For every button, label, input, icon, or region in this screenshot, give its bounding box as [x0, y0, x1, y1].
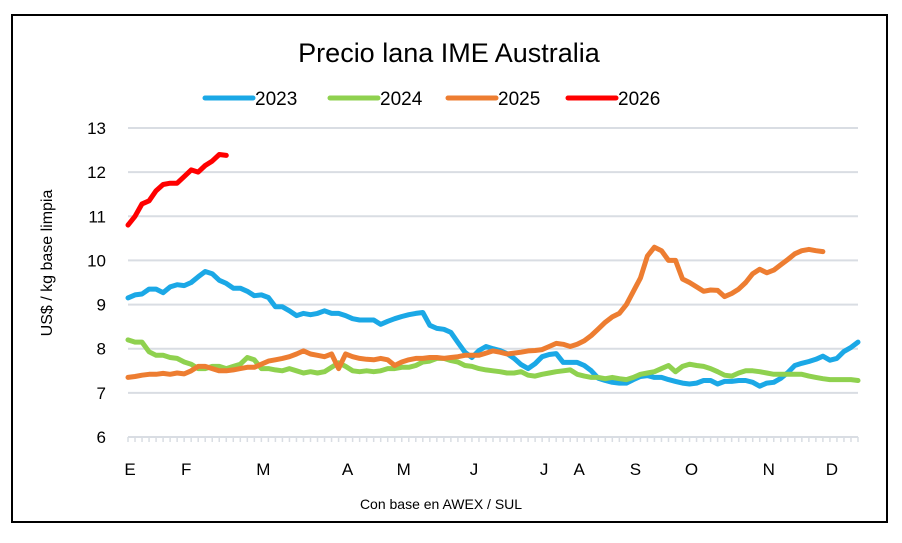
x-tick-label: A — [574, 460, 586, 479]
series-lines — [125, 152, 861, 389]
x-tick-label: S — [630, 460, 641, 479]
legend: 2023 2024 2025 2026 — [202, 89, 660, 110]
series-line-2025 — [125, 244, 826, 380]
x-tick-label: M — [397, 460, 411, 479]
x-axis-title: Con base en AWEX / SUL — [360, 496, 522, 512]
x-tick-label: J — [470, 460, 479, 479]
series-line-2024 — [125, 337, 861, 383]
y-tick-label: 7 — [97, 384, 106, 403]
legend-label-2025: 2025 — [498, 89, 540, 110]
x-axis-ticks — [127, 437, 859, 442]
series-line-2026 — [125, 152, 229, 228]
y-tick-label: 13 — [87, 119, 106, 138]
x-tick-label: N — [763, 460, 775, 479]
x-tick-label: M — [256, 460, 270, 479]
y-tick-label: 6 — [97, 428, 106, 447]
y-tick-label: 9 — [97, 296, 106, 315]
y-tick-label: 12 — [87, 163, 106, 182]
y-tick-label: 11 — [88, 207, 106, 226]
x-tick-label: D — [826, 460, 838, 479]
x-tick-label: J — [540, 460, 549, 479]
y-axis-ticks: 6 7 8 9 10 11 12 13 — [87, 119, 106, 447]
chart-title: Precio lana IME Australia — [298, 38, 601, 68]
x-tick-label: F — [181, 460, 191, 479]
x-tick-label: O — [685, 460, 698, 479]
legend-label-2024: 2024 — [380, 89, 423, 110]
x-tick-label: A — [342, 460, 354, 479]
y-tick-label: 8 — [97, 340, 106, 359]
y-axis-title: US$ / kg base limpia — [39, 190, 56, 337]
legend-label-2023: 2023 — [255, 89, 297, 110]
gridlines — [128, 127, 858, 438]
legend-label-2026: 2026 — [618, 89, 660, 110]
y-tick-label: 10 — [87, 251, 106, 270]
x-tick-label: E — [124, 460, 135, 479]
